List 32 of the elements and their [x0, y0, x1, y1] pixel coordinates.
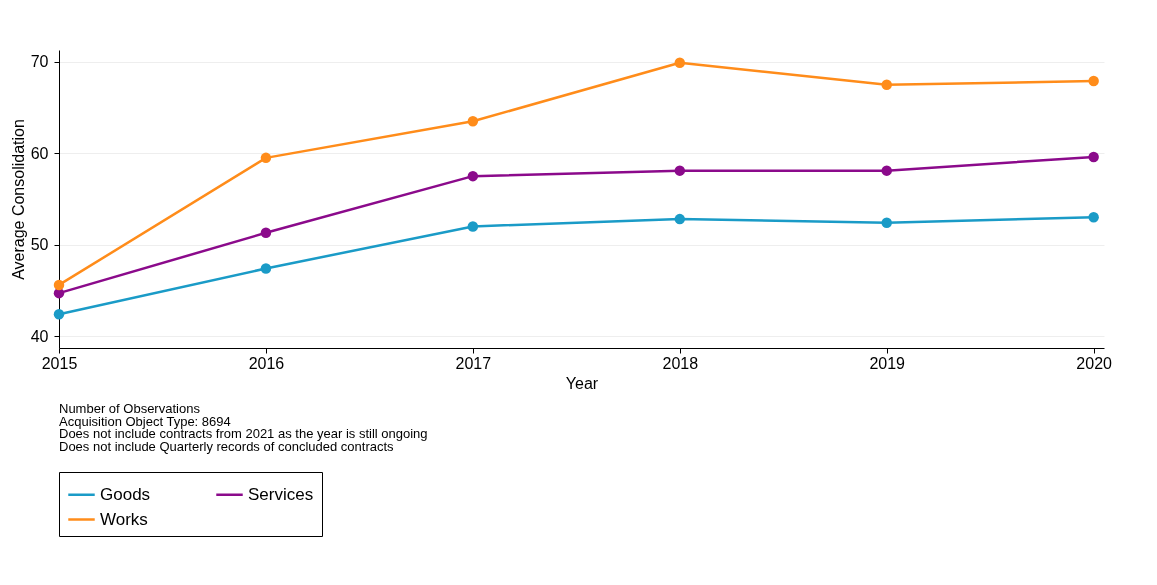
x-tick-label: 2017	[455, 354, 492, 372]
y-tick-label: 40	[30, 327, 49, 345]
y-tick-label: 70	[30, 53, 49, 71]
point	[674, 165, 686, 176]
point	[260, 152, 272, 164]
point	[53, 279, 65, 291]
y-axis-title: Average Consolidation	[9, 119, 27, 280]
point	[1088, 151, 1099, 163]
point	[467, 170, 479, 182]
point	[881, 217, 892, 228]
y-tick-label: 50	[30, 236, 49, 254]
point	[467, 116, 479, 127]
point	[1088, 212, 1099, 223]
point	[881, 79, 892, 90]
x-tick-label: 2015	[41, 354, 78, 372]
x-tick-label: 2018	[662, 354, 699, 372]
legend-label: Services	[248, 484, 314, 504]
legend-label: Goods	[100, 484, 151, 504]
legend-label: Works	[100, 509, 148, 529]
point	[674, 213, 686, 225]
y-tick-label: 60	[30, 144, 49, 162]
point	[881, 165, 892, 176]
x-tick-label: 2019	[869, 354, 906, 372]
point	[1088, 75, 1099, 87]
point	[467, 221, 479, 232]
x-axis-title: Year	[565, 374, 599, 392]
point	[53, 308, 65, 320]
point	[674, 57, 686, 69]
x-tick-label: 2016	[248, 354, 285, 372]
point	[260, 263, 272, 274]
x-tick-label: 2020	[1076, 354, 1113, 372]
point	[260, 227, 272, 239]
